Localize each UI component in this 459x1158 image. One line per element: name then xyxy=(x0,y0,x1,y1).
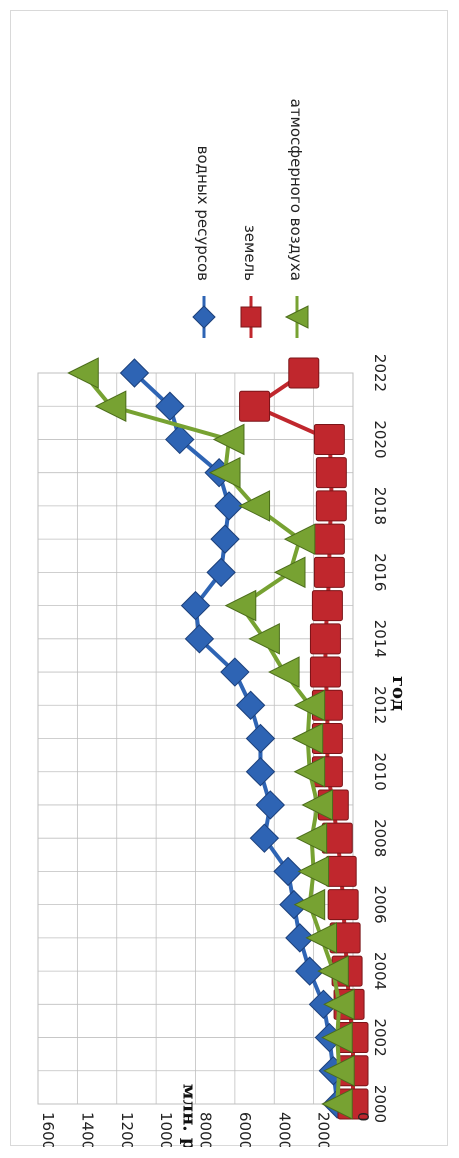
chart-frame: 0 20000 40000 60000 80000 100000 120000 140000 1… xyxy=(10,10,448,1147)
series-layer xyxy=(67,357,369,1120)
diamond-marker xyxy=(220,657,250,687)
grid xyxy=(37,372,354,1105)
square-marker xyxy=(288,357,320,389)
diamond-marker xyxy=(206,557,236,588)
triangle-marker xyxy=(301,789,334,821)
legend-label: водных ресурсов xyxy=(194,146,212,281)
triangle-marker xyxy=(248,623,280,655)
diamond-marker xyxy=(294,956,325,986)
diamond-marker xyxy=(180,590,211,621)
legend-label: атмосферного воздуха xyxy=(287,99,305,281)
square-marker xyxy=(311,590,343,622)
y-axis-ticks: 0 20000 40000 60000 80000 100000 120000 140000 1… xyxy=(39,1112,372,1147)
diamond-marker xyxy=(249,823,280,853)
value-tick-label: 0 xyxy=(354,1112,372,1122)
year-tick-label: 2022 xyxy=(371,354,389,392)
series-3 xyxy=(67,357,355,1120)
legend: водных ресурсов земель атмосферного воздух… xyxy=(192,99,309,338)
value-tick-label: 80000 xyxy=(197,1112,215,1147)
triangle-marker xyxy=(293,755,326,788)
diamond-marker xyxy=(165,424,195,455)
triangle-marker xyxy=(224,589,257,622)
year-tick-label: 2000 xyxy=(371,1085,389,1123)
diamond-marker xyxy=(245,757,276,787)
square-marker xyxy=(313,556,345,588)
year-tick-label: 2008 xyxy=(371,819,389,857)
diamond-marker xyxy=(119,358,150,388)
square-marker xyxy=(315,490,347,522)
diamond-marker xyxy=(285,923,315,953)
square-marker xyxy=(325,855,357,887)
square-marker xyxy=(315,457,347,489)
diamond-marker xyxy=(184,624,215,654)
triangle-marker xyxy=(297,855,330,888)
triangle-marker xyxy=(305,922,337,954)
legend-square-marker xyxy=(240,306,262,328)
triangle-marker xyxy=(321,1088,353,1120)
y-axis-title: млн. руб. xyxy=(179,1084,200,1147)
legend-item-1: водных ресурсов xyxy=(192,146,216,338)
year-tick-label: 2018 xyxy=(371,487,389,525)
diamond-marker xyxy=(214,491,244,521)
square-marker xyxy=(239,390,271,422)
value-tick-label: 120000 xyxy=(118,1112,136,1147)
diamond-marker xyxy=(273,856,303,887)
value-tick-label: 160000 xyxy=(39,1112,57,1147)
triangle-marker xyxy=(94,390,127,423)
triangle-marker xyxy=(212,423,245,456)
year-tick-label: 2006 xyxy=(371,886,389,924)
year-tick-label: 2020 xyxy=(371,420,389,458)
year-tick-label: 2010 xyxy=(371,753,389,791)
square-marker xyxy=(313,523,345,555)
triangle-marker xyxy=(323,988,355,1021)
x-axis-ticks: 2000 2002 2004 2006 2008 2010 2012 2014 2016 2018… xyxy=(371,354,389,1123)
diamond-marker xyxy=(155,391,185,421)
triangle-marker xyxy=(293,689,326,722)
x-axis-title: год xyxy=(388,676,409,711)
triangle-marker xyxy=(291,722,324,755)
triangle-marker xyxy=(295,822,328,854)
diamond-marker xyxy=(210,524,240,554)
triangle-marker xyxy=(238,490,271,522)
square-marker xyxy=(327,889,359,921)
year-tick-label: 2012 xyxy=(371,686,389,724)
line-chart: 0 20000 40000 60000 80000 100000 120000 140000 1… xyxy=(37,99,409,1147)
triangle-marker xyxy=(273,556,306,589)
legend-label: земель xyxy=(241,225,259,281)
triangle-marker xyxy=(321,1021,353,1054)
value-tick-label: 20000 xyxy=(315,1112,333,1147)
diamond-marker xyxy=(245,723,276,754)
square-marker xyxy=(309,656,341,688)
year-tick-label: 2016 xyxy=(371,553,389,591)
legend-triangle-marker xyxy=(284,305,309,329)
triangle-marker xyxy=(323,1054,355,1087)
year-tick-label: 2014 xyxy=(371,620,389,658)
triangle-marker xyxy=(317,955,349,987)
legend-item-3: атмосферного воздуха xyxy=(284,99,309,338)
diamond-marker xyxy=(255,790,286,820)
year-tick-label: 2002 xyxy=(371,1018,389,1056)
triangle-marker xyxy=(67,357,99,389)
legend-item-2: земель xyxy=(240,225,262,338)
value-tick-label: 60000 xyxy=(236,1112,254,1147)
diamond-marker xyxy=(235,690,266,720)
square-marker xyxy=(309,623,341,655)
legend-diamond-marker xyxy=(192,305,216,329)
triangle-marker xyxy=(208,456,241,489)
year-tick-label: 2004 xyxy=(371,952,389,990)
value-tick-label: 140000 xyxy=(78,1112,96,1147)
triangle-marker xyxy=(267,656,300,688)
value-tick-label: 100000 xyxy=(157,1112,175,1147)
square-marker xyxy=(313,423,345,455)
triangle-marker xyxy=(293,888,326,921)
value-tick-label: 40000 xyxy=(275,1112,293,1147)
triangle-marker xyxy=(283,523,316,555)
